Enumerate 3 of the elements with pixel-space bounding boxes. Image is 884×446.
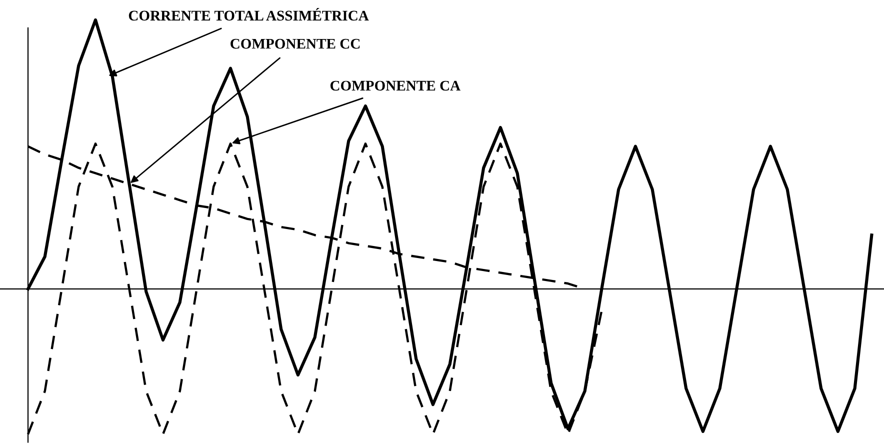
text: CORRENTE TOTAL ASSIMÉTRICA — [128, 8, 369, 21]
text: COMPONENTE CA — [330, 80, 460, 91]
text: COMPONENTE CC — [230, 38, 360, 49]
